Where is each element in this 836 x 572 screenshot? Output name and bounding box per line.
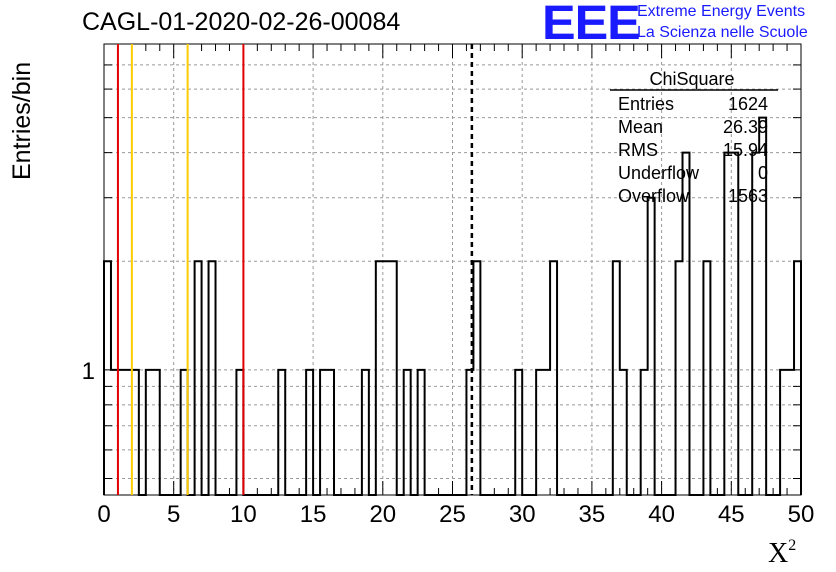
eee-logo: EEE	[542, 0, 641, 50]
x-axis-label: X2	[768, 537, 796, 570]
x-tick-label: 5	[167, 501, 180, 528]
chart-title: CAGL-01-2020-02-26-00084	[82, 8, 401, 36]
x-tick-label: 50	[788, 501, 815, 528]
x-axis-label-base: X	[768, 538, 789, 569]
histogram-series	[103, 116, 802, 496]
logo-caption-line1: Extreme Energy Events	[637, 3, 806, 20]
stats-row-label: Entries	[618, 94, 674, 114]
x-tick-label: 15	[300, 501, 327, 528]
stats-row-value: 0	[758, 163, 768, 183]
stats-box-title: ChiSquare	[649, 69, 734, 89]
x-tick-label: 35	[579, 501, 606, 528]
x-tick-label: 30	[509, 501, 536, 528]
x-tick-label: 45	[718, 501, 745, 528]
y-tick-label: 1	[82, 358, 95, 385]
stats-row-value: 15.94	[723, 140, 768, 160]
stats-row-value: 1563	[728, 186, 768, 206]
x-tick-label: 40	[648, 501, 675, 528]
stats-row-value: 26.39	[723, 117, 768, 137]
x-tick-label: 25	[439, 501, 466, 528]
logo-caption-line2: La Scienza nelle Scuole	[637, 24, 808, 41]
x-tick-label: 20	[369, 501, 396, 528]
stats-row-label: Overflow	[618, 186, 690, 206]
stats-row-label: RMS	[618, 140, 658, 160]
x-tick-label: 0	[97, 501, 110, 528]
stats-row-label: Mean	[618, 117, 663, 137]
x-axis-label-superscript: 2	[788, 537, 797, 554]
stats-row-value: 1624	[728, 94, 768, 114]
stats-row-label: Underflow	[618, 163, 700, 183]
x-tick-label: 10	[230, 501, 257, 528]
